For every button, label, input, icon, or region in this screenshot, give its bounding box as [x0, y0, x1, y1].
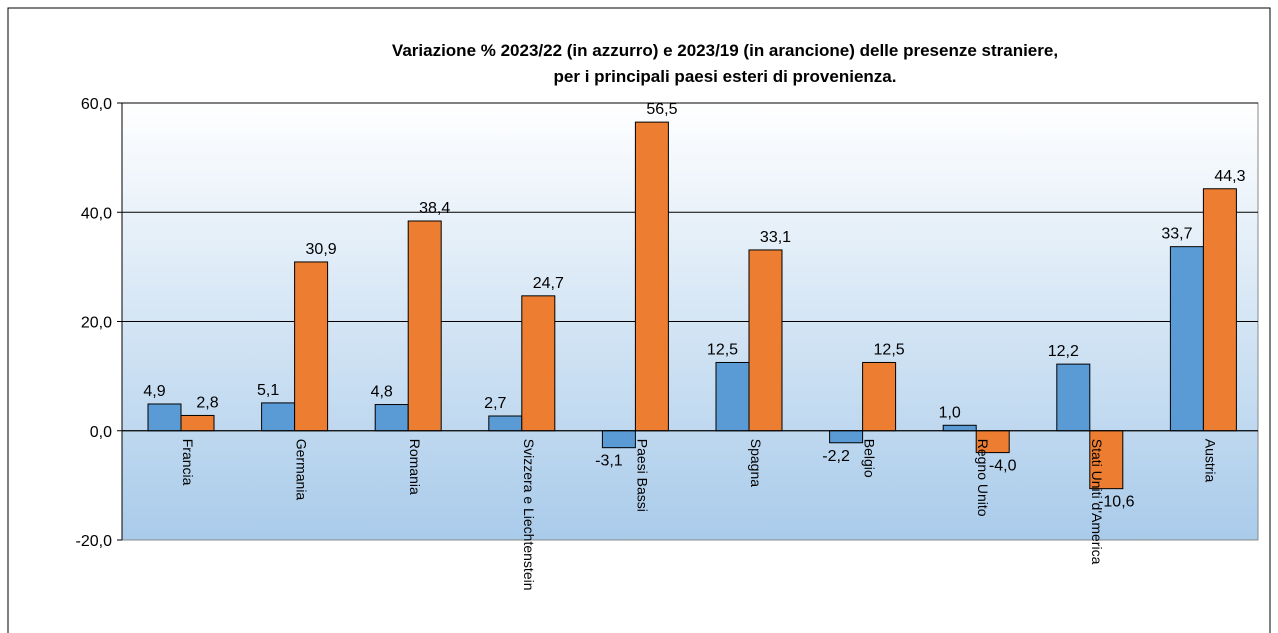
x-tick-label: Austria [1202, 439, 1218, 483]
chart-subtitle: per i principali paesi esteri di proveni… [554, 67, 897, 86]
data-label: 33,7 [1161, 226, 1192, 243]
bar [180, 414, 215, 432]
bar [261, 402, 296, 432]
x-tick-label: Belgio [862, 439, 878, 478]
x-tick-label: Spagna [748, 439, 764, 487]
y-tick-label: 0,0 [90, 424, 112, 441]
x-tick-label: Svizzera e Liechtenstein [521, 439, 537, 591]
chart-title: Variazione % 2023/22 (in azzurro) e 2023… [392, 41, 1058, 60]
data-label: 12,5 [707, 341, 738, 358]
data-label: 44,3 [1214, 168, 1245, 185]
bar [1169, 246, 1204, 432]
bar [1202, 188, 1237, 432]
data-label: 2,7 [484, 395, 506, 412]
data-label: -3,1 [595, 453, 623, 470]
data-label: -10,6 [1098, 494, 1135, 511]
bar [1089, 430, 1124, 490]
y-tick-label: 60,0 [81, 96, 112, 113]
bar [521, 295, 556, 432]
data-label: 56,5 [646, 101, 677, 118]
bar [634, 121, 669, 432]
data-label: 2,8 [196, 394, 218, 411]
x-tick-label: Regno Unito [975, 439, 991, 517]
bar [294, 261, 329, 432]
data-label: 1,0 [939, 404, 961, 421]
bar [407, 220, 442, 432]
bar [488, 415, 523, 432]
y-tick-label: 20,0 [81, 315, 112, 332]
bar [374, 404, 409, 432]
data-label: 30,9 [306, 241, 337, 258]
bar [862, 361, 897, 432]
data-label: 12,2 [1048, 343, 1079, 360]
y-tick-label: -20,0 [76, 533, 113, 550]
data-label: 12,5 [874, 341, 905, 358]
data-label: 24,7 [533, 275, 564, 292]
y-tick-label: 40,0 [81, 205, 112, 222]
x-tick-label: Germania [294, 439, 310, 501]
data-label: 38,4 [419, 200, 450, 217]
data-label: 4,8 [371, 384, 393, 401]
x-tick-label: Paesi Bassi [634, 439, 650, 512]
x-tick-label: Romania [407, 439, 423, 495]
bar [829, 430, 864, 444]
data-label: 4,9 [143, 383, 165, 400]
bar [147, 403, 182, 432]
bar [601, 430, 636, 449]
data-label: -4,0 [989, 458, 1017, 475]
bar [1056, 363, 1091, 432]
bar [715, 361, 750, 432]
data-label: 33,1 [760, 229, 791, 246]
x-tick-label: Francia [180, 439, 196, 486]
data-label: 5,1 [257, 382, 279, 399]
bar [942, 424, 977, 432]
x-tick-label: Stati Uniti d'America [1089, 439, 1105, 565]
frame [7, 7, 1271, 633]
bar [748, 249, 783, 432]
data-label: -2,2 [822, 448, 850, 465]
